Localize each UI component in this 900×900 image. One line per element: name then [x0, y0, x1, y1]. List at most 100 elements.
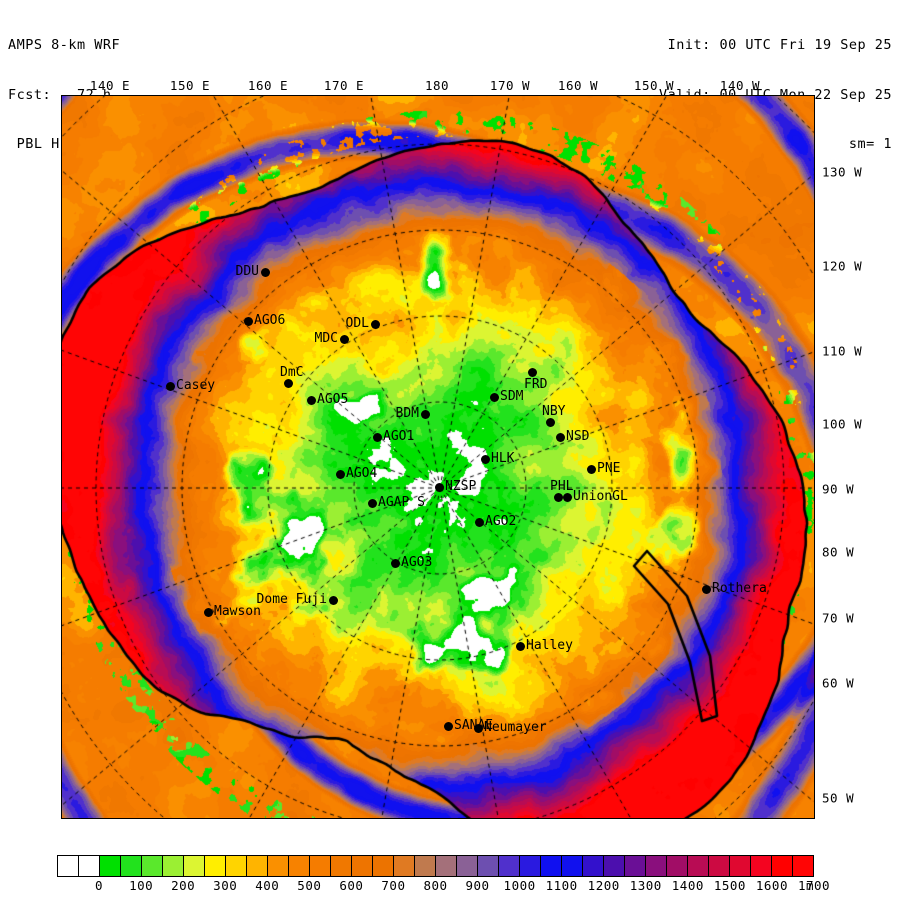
station-label: NSD — [566, 429, 590, 444]
lon-label-right-3: 100 W — [822, 416, 863, 432]
station-label: MDC — [314, 331, 338, 346]
lon-label-top-3: 170 E — [323, 78, 365, 93]
colorbar-swatch-10 — [268, 856, 289, 876]
colorbar-swatch-7 — [205, 856, 226, 876]
station-label: DmC — [280, 365, 304, 380]
lon-label-right-4: 90 W — [822, 481, 855, 497]
colorbar-swatch-9 — [247, 856, 268, 876]
station-dot-icon — [562, 492, 572, 502]
colorbar — [57, 855, 814, 877]
station-label: Mawson — [214, 604, 261, 619]
station-label: Casey — [176, 378, 216, 393]
colorbar-tick-0: 0 — [95, 878, 104, 893]
colorbar-tick-900: 900 — [465, 878, 490, 893]
colorbar-tick-1700: 1700 — [797, 878, 831, 893]
colorbar-swatch-11 — [289, 856, 310, 876]
colorbar-tick-200: 200 — [171, 878, 196, 893]
station-dot-icon — [473, 723, 483, 733]
colorbar-tick-1000: 1000 — [503, 878, 536, 893]
colorbar-swatch-19 — [457, 856, 478, 876]
colorbar-swatch-17 — [415, 856, 436, 876]
colorbar-unit-label: m — [806, 878, 815, 893]
station-label: FRD — [524, 377, 548, 392]
station-label: AGO4 — [346, 466, 378, 481]
station-dot-icon — [420, 409, 430, 419]
station-dot-icon — [203, 607, 213, 617]
map-plot-area — [61, 95, 815, 819]
station-label: AGO5 — [317, 392, 349, 407]
colorbar-swatch-6 — [184, 856, 205, 876]
station-dot-icon — [306, 395, 316, 405]
station-dot-icon — [434, 482, 444, 492]
station-dot-icon — [545, 417, 555, 427]
colorbar-swatch-3 — [121, 856, 142, 876]
lon-label-top-2: 160 E — [247, 78, 289, 93]
station-label: HLK — [491, 451, 515, 466]
station-label: SDM — [500, 389, 524, 404]
colorbar-swatch-20 — [478, 856, 499, 876]
station-dot-icon — [489, 392, 499, 402]
colorbar-swatch-35 — [793, 856, 813, 876]
colorbar-swatch-18 — [436, 856, 457, 876]
colorbar-swatch-0 — [58, 856, 79, 876]
station-dot-icon — [328, 595, 338, 605]
lon-label-right-2: 110 W — [822, 343, 863, 359]
colorbar-swatch-8 — [226, 856, 247, 876]
colorbar-tick-300: 300 — [213, 878, 238, 893]
colorbar-swatch-31 — [709, 856, 730, 876]
colorbar-swatch-13 — [331, 856, 352, 876]
station-dot-icon — [443, 721, 453, 731]
colorbar-swatches — [57, 855, 814, 877]
colorbar-tick-400: 400 — [255, 878, 280, 893]
station-label: ODL — [345, 316, 369, 331]
station-dot-icon — [372, 432, 382, 442]
colorbar-tick-600: 600 — [339, 878, 364, 893]
colorbar-swatch-15 — [373, 856, 394, 876]
station-label: AGO3 — [401, 555, 433, 570]
station-label: PNE — [597, 461, 621, 476]
station-label: AGO2 — [485, 514, 517, 529]
smoothing-value: sm= 1 — [848, 136, 892, 152]
colorbar-swatch-14 — [352, 856, 373, 876]
colorbar-swatch-27 — [625, 856, 646, 876]
lon-label-top-7: 150 W — [633, 78, 675, 93]
station-label: UnionGL — [573, 489, 628, 504]
colorbar-swatch-24 — [562, 856, 583, 876]
station-dot-icon — [474, 517, 484, 527]
colorbar-swatch-21 — [499, 856, 520, 876]
station-dot-icon — [515, 641, 525, 651]
station-label: Neumayer — [484, 720, 547, 735]
station-dot-icon — [283, 378, 293, 388]
colorbar-swatch-16 — [394, 856, 415, 876]
colorbar-swatch-32 — [730, 856, 751, 876]
station-label: DDU — [235, 264, 259, 279]
station-dot-icon — [555, 432, 565, 442]
station-label: PHL — [550, 479, 574, 494]
colorbar-swatch-4 — [142, 856, 163, 876]
lon-label-top-6: 160 W — [557, 78, 599, 93]
colorbar-tick-500: 500 — [297, 878, 322, 893]
station-dot-icon — [553, 492, 563, 502]
colorbar-tick-1600: 1600 — [755, 878, 788, 893]
pbl-height-heatmap — [62, 96, 814, 818]
colorbar-tick-1200: 1200 — [587, 878, 620, 893]
station-dot-icon — [335, 469, 345, 479]
colorbar-tick-800: 800 — [423, 878, 448, 893]
lon-label-right-6: 70 W — [822, 610, 855, 626]
station-dot-icon — [367, 498, 377, 508]
station-label: NBY — [542, 404, 566, 419]
colorbar-tick-700: 700 — [381, 878, 406, 893]
model-title: AMPS 8-km WRF — [8, 37, 121, 53]
colorbar-swatch-30 — [688, 856, 709, 876]
lon-label-top-8: 140 W — [719, 78, 761, 93]
station-dot-icon — [527, 367, 537, 377]
colorbar-swatch-2 — [100, 856, 121, 876]
station-dot-icon — [586, 464, 596, 474]
lon-label-right-1: 120 W — [822, 258, 863, 274]
lon-label-right-5: 80 W — [822, 544, 855, 560]
station-dot-icon — [480, 454, 490, 464]
lon-label-top-5: 170 W — [489, 78, 531, 93]
colorbar-tick-100: 100 — [129, 878, 154, 893]
station-dot-icon — [370, 319, 380, 329]
station-label: BDM — [395, 406, 419, 421]
